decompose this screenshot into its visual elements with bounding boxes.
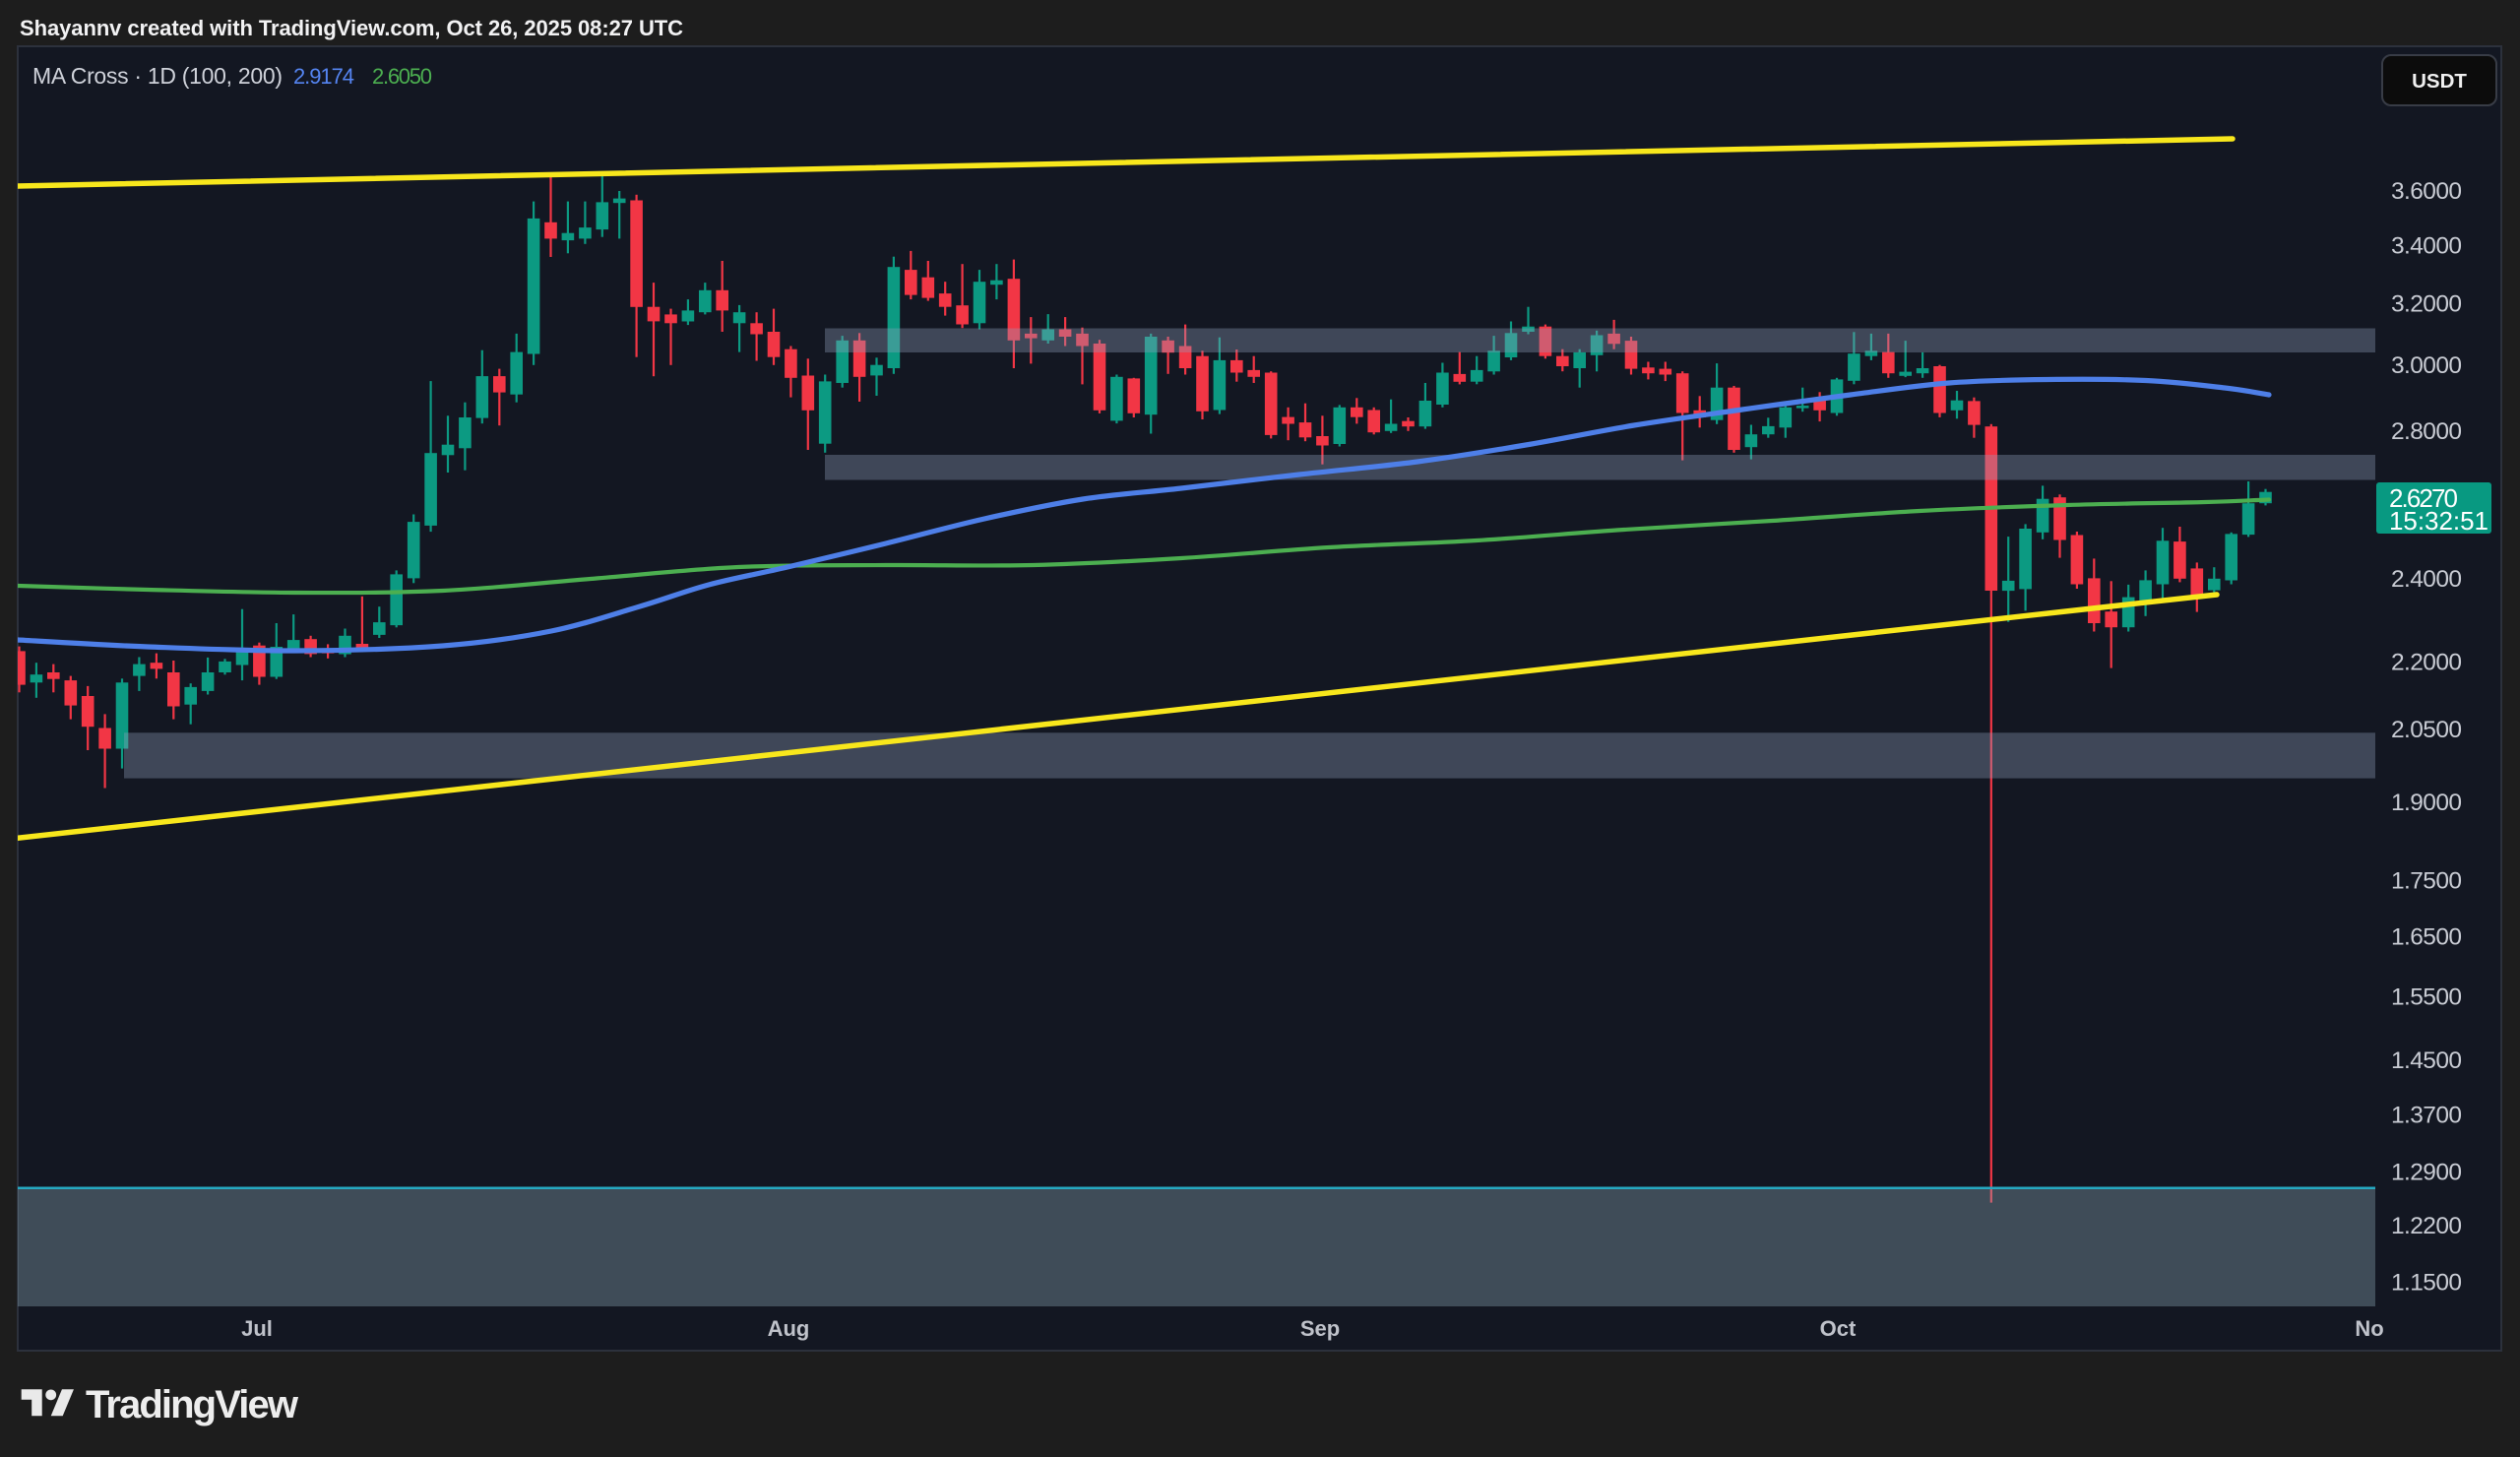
svg-text:1.9000: 1.9000 [2391, 790, 2462, 816]
svg-text:1.6500: 1.6500 [2391, 924, 2462, 951]
svg-text:No: No [2355, 1316, 2383, 1341]
svg-text:1.7500: 1.7500 [2391, 868, 2462, 895]
svg-text:Aug: Aug [768, 1316, 810, 1341]
svg-text:3.6000: 3.6000 [2391, 178, 2462, 205]
svg-text:2.6270: 2.6270 [2389, 483, 2458, 513]
svg-text:2.2000: 2.2000 [2391, 649, 2462, 675]
svg-text:3.4000: 3.4000 [2391, 233, 2462, 260]
svg-text:2.8000: 2.8000 [2391, 418, 2462, 445]
svg-text:3.2000: 3.2000 [2391, 291, 2462, 318]
svg-text:Oct: Oct [1820, 1316, 1857, 1341]
svg-text:2.6050: 2.6050 [372, 64, 432, 89]
svg-text:15:32:51: 15:32:51 [2389, 506, 2488, 536]
svg-text:Jul: Jul [241, 1316, 273, 1341]
svg-text:1.3700: 1.3700 [2391, 1102, 2462, 1128]
svg-text:USDT: USDT [2412, 70, 2467, 93]
svg-text:2.9174: 2.9174 [293, 64, 354, 89]
svg-text:Sep: Sep [1300, 1316, 1340, 1341]
svg-text:1.2900: 1.2900 [2391, 1160, 2462, 1186]
svg-text:Shayannv created with TradingV: Shayannv created with TradingView.com, O… [20, 16, 683, 40]
svg-text:MA Cross · 1D (100, 200): MA Cross · 1D (100, 200) [32, 63, 283, 89]
svg-text:1.4500: 1.4500 [2391, 1047, 2462, 1074]
svg-text:2.0500: 2.0500 [2391, 717, 2462, 743]
svg-text:3.0000: 3.0000 [2391, 352, 2462, 379]
svg-text:1.5500: 1.5500 [2391, 984, 2462, 1011]
svg-text:TradingView: TradingView [86, 1383, 299, 1426]
svg-text:2.4000: 2.4000 [2391, 566, 2462, 593]
svg-text:1.1500: 1.1500 [2391, 1269, 2462, 1296]
svg-text:1.2200: 1.2200 [2391, 1213, 2462, 1239]
